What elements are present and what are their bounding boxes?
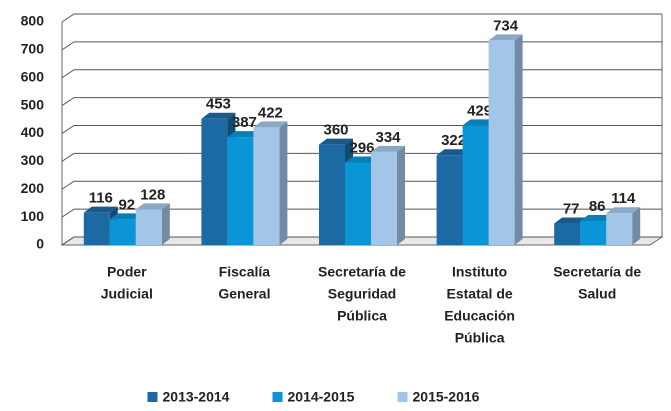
x-tick-label: Poder: [107, 264, 147, 280]
x-tick-label: General: [218, 286, 270, 302]
grid-line: [61, 13, 662, 23]
bar-front: [345, 162, 371, 245]
y-tick-label: 800: [21, 13, 45, 29]
bar-front: [135, 209, 162, 245]
y-tick-label: 400: [21, 124, 45, 140]
bar-top: [109, 213, 144, 220]
bar-side: [632, 207, 641, 245]
bar-top: [83, 206, 118, 213]
bar-top: [319, 138, 353, 145]
grid-line: [61, 69, 662, 79]
y-tick-label: 0: [36, 236, 44, 252]
bar: [606, 207, 641, 245]
bar-front: [371, 151, 397, 245]
value-label: 77: [563, 201, 580, 218]
bar-top: [580, 215, 615, 222]
value-label: 734: [493, 17, 519, 34]
bar-side: [161, 203, 170, 245]
value-label: 334: [375, 129, 401, 146]
legend-label: 2015-2016: [413, 389, 480, 405]
x-tick-label: Seguridad: [328, 286, 396, 302]
x-tick-label: Pública: [337, 308, 387, 324]
bar-side: [514, 34, 523, 246]
bar-front: [253, 127, 280, 245]
bar-top: [554, 217, 589, 224]
value-label: 92: [118, 196, 135, 213]
bar-top: [201, 112, 236, 119]
bar-top: [488, 34, 523, 41]
legend-label: 2014-2015: [288, 389, 355, 405]
value-label: 360: [323, 122, 348, 139]
bar-front: [606, 213, 633, 245]
y-tick-label: 700: [21, 41, 45, 57]
bar: [371, 145, 405, 245]
x-tick-label: Salud: [578, 286, 616, 302]
bar-side: [397, 145, 405, 245]
grid-line: [61, 125, 662, 134]
bar-front: [580, 221, 607, 245]
value-label: 322: [441, 132, 466, 149]
x-tick-label: Secretaría de: [318, 264, 406, 280]
bar-top: [253, 121, 288, 128]
grid-line: [61, 41, 662, 51]
x-tick-label: Pública: [455, 330, 505, 346]
x-tick-label: Fiscalía: [219, 264, 271, 280]
x-tick-label: Judicial: [101, 286, 153, 302]
value-label: 429: [467, 102, 492, 119]
legend-swatch: [272, 392, 283, 402]
bar-front: [227, 137, 254, 245]
y-tick-label: 300: [21, 152, 45, 168]
bar-top: [462, 119, 497, 126]
bar-front: [436, 155, 463, 245]
y-tick-label: 200: [21, 180, 45, 196]
value-label: 116: [89, 190, 113, 207]
value-label: 453: [206, 96, 231, 113]
bar: [488, 34, 523, 246]
y-tick-label: 600: [21, 68, 45, 84]
bar-front: [201, 118, 228, 245]
bar-top: [135, 203, 170, 210]
bar-top: [345, 156, 379, 163]
grid-line: [61, 97, 662, 107]
x-tick-label: Educación: [444, 308, 515, 324]
bar-front: [462, 125, 489, 245]
value-label: 114: [611, 190, 636, 207]
value-label: 128: [140, 186, 165, 203]
value-label: 296: [349, 139, 374, 156]
bar: [253, 121, 288, 245]
bar-front: [319, 144, 345, 245]
y-tick-label: 100: [21, 208, 45, 224]
legend-label: 2013-2014: [163, 389, 230, 405]
bar-front: [488, 40, 515, 246]
bar-front: [109, 219, 136, 245]
bar: [135, 203, 170, 245]
value-label: 387: [232, 114, 257, 131]
y-tick-label: 500: [21, 96, 45, 112]
bar-top: [436, 149, 471, 156]
bar-front: [554, 223, 581, 245]
x-tick-label: Estatal de: [447, 286, 513, 302]
value-label: 86: [589, 198, 606, 215]
value-label: 422: [258, 104, 283, 121]
bar-top: [227, 131, 262, 138]
x-tick-label: Instituto: [452, 264, 507, 280]
legend-swatch: [397, 392, 408, 402]
x-tick-label: Secretaría de: [553, 264, 641, 280]
bar-top: [371, 145, 405, 152]
bar-top: [606, 207, 641, 214]
bar-front: [83, 212, 110, 245]
legend-swatch: [147, 392, 158, 402]
bar-side: [279, 121, 288, 245]
